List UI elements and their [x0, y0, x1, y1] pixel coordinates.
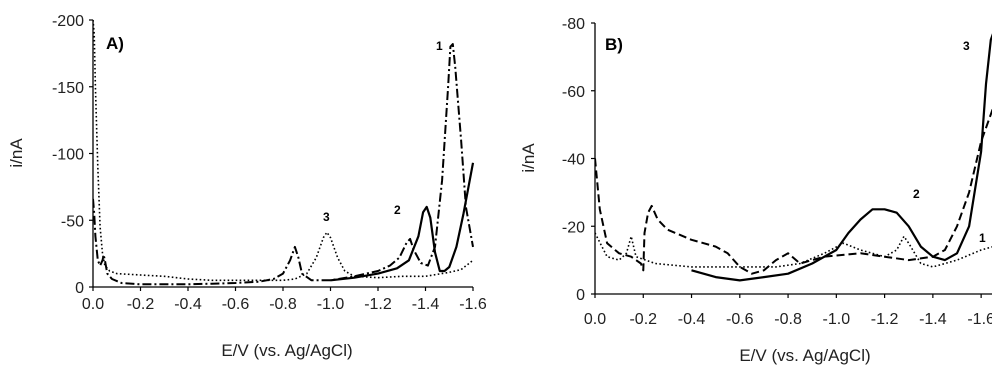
curve-label-3: 3: [323, 210, 330, 224]
x-axis-title: E/V (vs. Ag/AgCl): [221, 341, 352, 360]
x-tick-label: -0.8: [269, 296, 297, 313]
x-tick-label: 0.0: [584, 311, 606, 328]
x-tick-label: -1.6: [459, 296, 487, 313]
panel-label: A): [106, 34, 124, 53]
y-tick-label: -100: [52, 147, 84, 164]
series-line-3: [93, 19, 474, 282]
x-tick-label: -0.8: [774, 311, 802, 328]
y-tick-label: -200: [52, 13, 84, 30]
y-tick-label: -20: [562, 219, 585, 236]
y-ticks: 0 -20 -40 -60 -80: [562, 16, 595, 304]
series-line-2: [595, 108, 992, 275]
x-tick-label: -1.0: [317, 296, 345, 313]
x-tick-label: 0.0: [82, 296, 104, 313]
y-axis-title: i/nA: [519, 143, 538, 173]
series-group: [595, 33, 992, 282]
y-tick-label: -60: [562, 84, 585, 101]
series-line-3: [691, 33, 992, 282]
curve-label-2: 2: [394, 203, 401, 217]
curve-label-3: 3: [963, 39, 970, 53]
series-line-1: [595, 232, 992, 268]
x-tick-label: -1.4: [919, 311, 947, 328]
y-ticks: 0 -50 -100 -150 -200: [52, 13, 93, 297]
series-line-1: [93, 43, 474, 286]
x-ticks: 0.0 -0.2 -0.4 -0.6 -0.8 -1.0 -1.2 -1.4 -1.6: [584, 294, 992, 328]
curve-label-1: 1: [979, 231, 986, 245]
x-tick-label: -1.6: [967, 311, 992, 328]
x-tick-label: -0.2: [629, 311, 657, 328]
x-tick-label: -0.6: [222, 296, 250, 313]
y-tick-label: 0: [75, 280, 84, 297]
x-ticks: 0.0 -0.2 -0.4 -0.6 -0.8 -1.0 -1.2 -1.4 -1.6: [82, 287, 487, 313]
series-line-2: [330, 162, 475, 282]
chart-panel-a: 0 -50 -100 -150 -200 0.0 -0.2 -0.4 -0.6 -0.8 -1.0…: [7, 13, 487, 360]
curve-label-2: 2: [913, 187, 920, 201]
x-tick-label: -1.2: [364, 296, 392, 313]
x-tick-label: -0.6: [726, 311, 754, 328]
y-tick-label: -150: [52, 80, 84, 97]
x-axis-title: E/V (vs. Ag/AgCl): [739, 346, 870, 365]
x-tick-label: -1.0: [823, 311, 851, 328]
x-tick-label: -0.2: [127, 296, 155, 313]
x-tick-label: -0.4: [678, 311, 706, 328]
y-tick-label: 0: [576, 287, 585, 304]
y-tick-label: -40: [562, 152, 585, 169]
x-tick-label: -1.4: [412, 296, 440, 313]
panel-label: B): [605, 35, 623, 54]
y-axis-title: i/nA: [7, 138, 26, 168]
x-tick-label: -1.2: [871, 311, 899, 328]
y-tick-label: -80: [562, 16, 585, 33]
series-group: [93, 19, 475, 286]
curve-label-1: 1: [436, 39, 443, 53]
x-tick-label: -0.4: [174, 296, 202, 313]
chart-panel-b: 0 -20 -40 -60 -80 0.0 -0.2 -0.4 -0.6 -0.8 -1.0 -1.…: [519, 16, 992, 365]
y-tick-label: -50: [61, 213, 84, 230]
